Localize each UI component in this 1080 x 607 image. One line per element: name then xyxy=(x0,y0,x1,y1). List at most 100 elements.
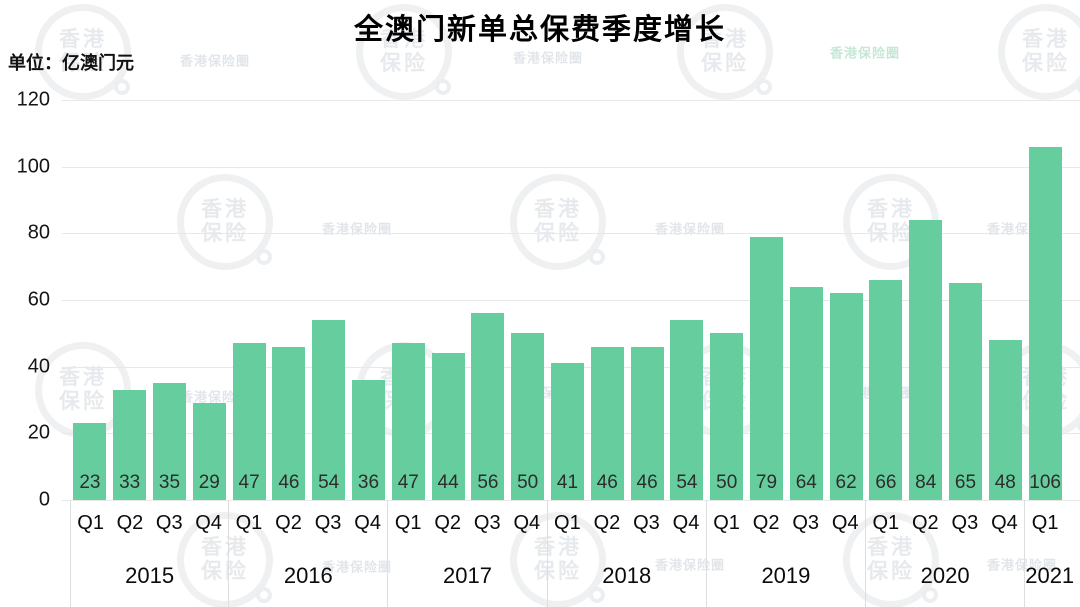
bar-cell: 47 xyxy=(229,100,269,500)
quarter-tick-label: Q1 xyxy=(1031,512,1059,534)
quarter-tick-label: Q4 xyxy=(991,512,1018,534)
bar-value-label: 62 xyxy=(835,472,857,493)
gridline xyxy=(62,300,1080,301)
bar-value-label: 47 xyxy=(238,472,260,493)
year-group: 47 46 54 36 Q1 Q2 Q3 Q4 2016 xyxy=(229,100,389,607)
bar-cell: 54 xyxy=(667,100,707,500)
bar: 84 xyxy=(909,220,943,500)
year-group: 23 33 35 29 Q1 Q2 Q3 Q4 2015 xyxy=(70,100,230,607)
quarter-tick-label: Q4 xyxy=(354,512,381,534)
y-tick-label: 60 xyxy=(27,288,50,311)
bar: 35 xyxy=(152,383,186,500)
bar-value-label: 46 xyxy=(278,472,300,493)
bar: 46 xyxy=(630,346,664,500)
bar-value-label: 46 xyxy=(636,472,658,493)
bar-value-label: 23 xyxy=(79,472,101,493)
bar: 54 xyxy=(670,320,704,500)
year-group: 50 79 64 62 Q1 Q2 Q3 Q4 2019 xyxy=(707,100,867,607)
bar-value-label: 64 xyxy=(795,472,817,493)
quarter-tick-label: Q1 xyxy=(235,512,263,534)
quarter-tick-label: Q4 xyxy=(195,512,222,534)
bar: 79 xyxy=(750,236,783,500)
quarter-tick-label: Q1 xyxy=(713,512,740,534)
gridline xyxy=(62,100,1080,101)
bar: 29 xyxy=(192,403,226,500)
bar-value-label: 54 xyxy=(318,472,340,493)
bar: 33 xyxy=(113,390,147,500)
year-label: 2021 xyxy=(1025,563,1075,588)
watermark-seal-line2: 保险 xyxy=(701,52,749,75)
bar-value-label: 47 xyxy=(397,472,419,493)
unit-label: 单位：亿澳门元 xyxy=(8,53,134,73)
year-group: 106 Q1 2021 xyxy=(1025,100,1075,607)
y-tick-label: 100 xyxy=(16,155,50,178)
quarter-tick-label: Q2 xyxy=(911,512,939,534)
x-axis-label-zone: Q1 Q2 Q3 Q4 2015 xyxy=(70,500,230,607)
bar-cell: 29 xyxy=(189,100,229,500)
bar-groups: 23 33 35 29 Q1 Q2 Q3 Q4 2015 47 46 54 36 Q1 Q2 Q3 Q4 2016… xyxy=(70,100,1075,607)
bar-value-label: 54 xyxy=(676,472,698,493)
bar: 50 xyxy=(710,333,744,500)
bar-value-label: 35 xyxy=(158,472,181,493)
y-tick-label: 20 xyxy=(27,421,50,444)
y-tick-label: 40 xyxy=(27,355,50,378)
watermark-text: 香港保险圈 xyxy=(179,53,251,69)
year-label: 2015 xyxy=(125,563,175,588)
bar-value-label: 84 xyxy=(915,472,937,493)
bar: 48 xyxy=(988,340,1022,500)
bar: 54 xyxy=(312,320,346,500)
quarter-row: Q1 Q2 Q3 Q4 xyxy=(707,510,865,536)
bar-cell: 41 xyxy=(548,100,588,500)
bar-value-label: 29 xyxy=(198,472,220,493)
bar-cell: 36 xyxy=(349,100,389,500)
quarter-tick-label: Q3 xyxy=(633,512,660,534)
watermark-dot xyxy=(114,79,130,95)
bars-row: 50 79 64 62 xyxy=(707,100,866,500)
watermark-seal-line2: 保险 xyxy=(1022,52,1070,75)
bar: 62 xyxy=(829,293,863,500)
bar-value-label: 56 xyxy=(477,472,499,493)
bar: 44 xyxy=(431,353,465,500)
bar: 41 xyxy=(551,363,584,500)
bar: 106 xyxy=(1028,146,1062,500)
bar-cell: 56 xyxy=(468,100,508,500)
quarter-tick-label: Q4 xyxy=(831,512,859,534)
bars-row: 41 46 46 54 xyxy=(548,100,707,500)
bar-cell: 50 xyxy=(707,100,747,500)
year-group: 47 44 56 50 Q1 Q2 Q3 Q4 2017 xyxy=(388,100,548,607)
bar-value-label: 36 xyxy=(357,472,380,493)
quarter-tick-label: Q1 xyxy=(554,512,581,534)
quarter-tick-label: Q2 xyxy=(752,512,780,534)
bar-cell: 54 xyxy=(309,100,349,500)
quarter-tick-label: Q2 xyxy=(275,512,302,534)
y-tick-label: 120 xyxy=(16,88,50,111)
bar-cell: 84 xyxy=(906,100,946,500)
y-tick-label: 0 xyxy=(38,488,50,511)
x-axis-label-zone: Q1 Q2 Q3 Q4 2018 xyxy=(548,500,707,607)
bar-value-label: 48 xyxy=(994,472,1016,493)
gridline xyxy=(62,500,1080,501)
x-axis-label-zone: Q1 2021 xyxy=(1025,500,1075,607)
watermark-text: 香港保险圈 xyxy=(512,50,584,66)
bar-cell: 46 xyxy=(627,100,667,500)
watermark-seal-line2: 保险 xyxy=(380,52,428,75)
quarter-tick-label: Q2 xyxy=(593,512,621,534)
year-group: 41 46 46 54 Q1 Q2 Q3 Q4 2018 xyxy=(548,100,707,607)
quarter-tick-label: Q4 xyxy=(513,512,541,534)
bar-cell: 66 xyxy=(866,100,906,500)
bar-cell: 48 xyxy=(985,100,1025,500)
bar: 23 xyxy=(73,423,107,500)
bar: 64 xyxy=(789,286,823,500)
bar-cell: 79 xyxy=(747,100,787,500)
bar: 56 xyxy=(471,313,505,500)
bar: 65 xyxy=(949,283,982,500)
quarter-row: Q1 Q2 Q3 Q4 xyxy=(866,510,1024,536)
bar: 50 xyxy=(511,333,545,500)
bar: 46 xyxy=(590,346,624,500)
bar-value-label: 41 xyxy=(556,472,579,493)
bars-row: 47 44 56 50 xyxy=(388,100,547,500)
quarter-tick-label: Q1 xyxy=(872,512,900,534)
chart-title: 全澳门新单总保费季度增长 xyxy=(353,14,726,46)
quarter-tick-label: Q2 xyxy=(434,512,462,534)
